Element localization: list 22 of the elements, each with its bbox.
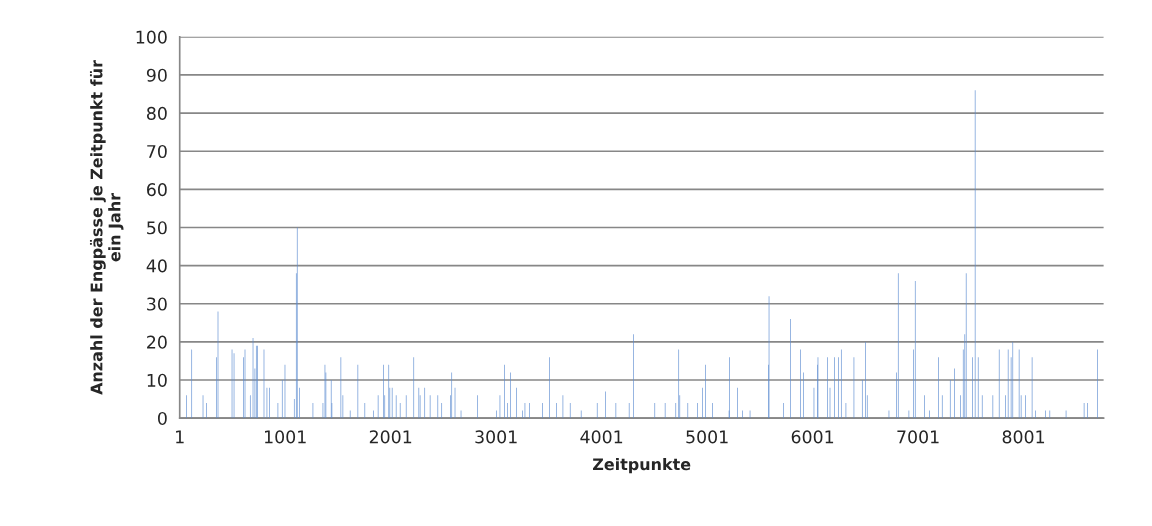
y-tick-label: 10 [147, 373, 167, 387]
y-tick-label: 80 [146, 106, 167, 120]
y-tick-label: 50 [147, 221, 167, 235]
x-tick-label: 8001 [1002, 430, 1045, 444]
x-tick-label: 4001 [580, 430, 623, 444]
x-tick-label: 7001 [897, 430, 939, 444]
x-tick-label: 2001 [369, 430, 412, 444]
y-tick-label: 90 [146, 68, 167, 82]
y-tick-label: 0 [158, 411, 167, 426]
x-tick-label: 1001 [265, 430, 306, 444]
x-tick-label: 6001 [791, 430, 834, 444]
y-tick-label: 40 [146, 259, 167, 273]
x-tick-label: 5001 [686, 430, 728, 444]
x-tick-label: 3001 [475, 430, 517, 444]
y-tick-label: 20 [147, 335, 167, 349]
y-tick-label: 30 [147, 297, 167, 311]
y-axis-title: Anzahl der Engpässe je Zeitpunkt für ein Jahr [89, 60, 124, 395]
y-tick-label: 60 [147, 183, 167, 197]
x-axis-title: Zeitpunkte [592, 457, 691, 474]
y-tick-label: 100 [136, 30, 167, 44]
x-tick-label: 1 [176, 430, 184, 444]
y-tick-label: 70 [147, 144, 167, 159]
